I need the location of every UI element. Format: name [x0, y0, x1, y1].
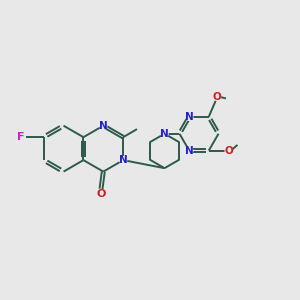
Text: O: O	[213, 92, 221, 102]
Circle shape	[214, 93, 220, 100]
Circle shape	[17, 134, 25, 141]
Circle shape	[120, 157, 127, 164]
Circle shape	[161, 130, 168, 137]
Text: N: N	[160, 129, 169, 139]
Circle shape	[100, 122, 107, 129]
Text: N: N	[185, 112, 194, 122]
Circle shape	[186, 147, 193, 154]
Circle shape	[98, 190, 104, 197]
Text: N: N	[119, 155, 128, 165]
Text: F: F	[17, 132, 25, 142]
Circle shape	[186, 113, 193, 120]
Text: N: N	[99, 121, 108, 131]
Text: O: O	[96, 189, 106, 199]
Text: N: N	[185, 146, 194, 156]
Circle shape	[225, 147, 232, 154]
Text: O: O	[224, 146, 233, 156]
